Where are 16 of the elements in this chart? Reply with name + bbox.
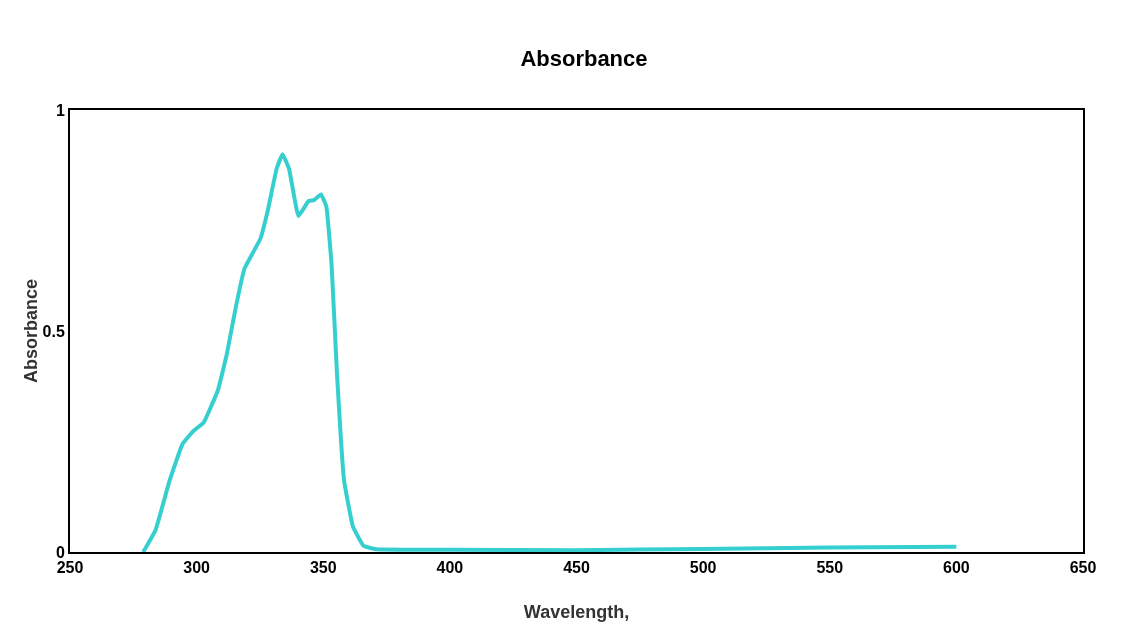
x-tick-label: 250 — [56, 559, 84, 577]
x-tick-label: 650 — [1069, 559, 1097, 577]
y-tick-label: 0.5 — [42, 322, 65, 340]
x-tick-label: 600 — [943, 559, 970, 577]
x-tick-label: 400 — [436, 559, 464, 577]
x-axis-title: Wavelength, — [523, 601, 630, 622]
line-series — [141, 152, 959, 552]
y-tick-label: 0 — [55, 543, 65, 561]
x-tick-label: 550 — [816, 559, 844, 577]
x-tick-label: 450 — [563, 559, 590, 577]
y-tick-label: 1 — [55, 101, 65, 119]
x-tick-label: 300 — [183, 559, 211, 577]
chart-title: Absorbance — [520, 45, 648, 71]
x-tick-label: 350 — [309, 559, 337, 577]
y-axis-title: Absorbance — [21, 278, 42, 384]
x-tick-label: 500 — [689, 559, 717, 577]
